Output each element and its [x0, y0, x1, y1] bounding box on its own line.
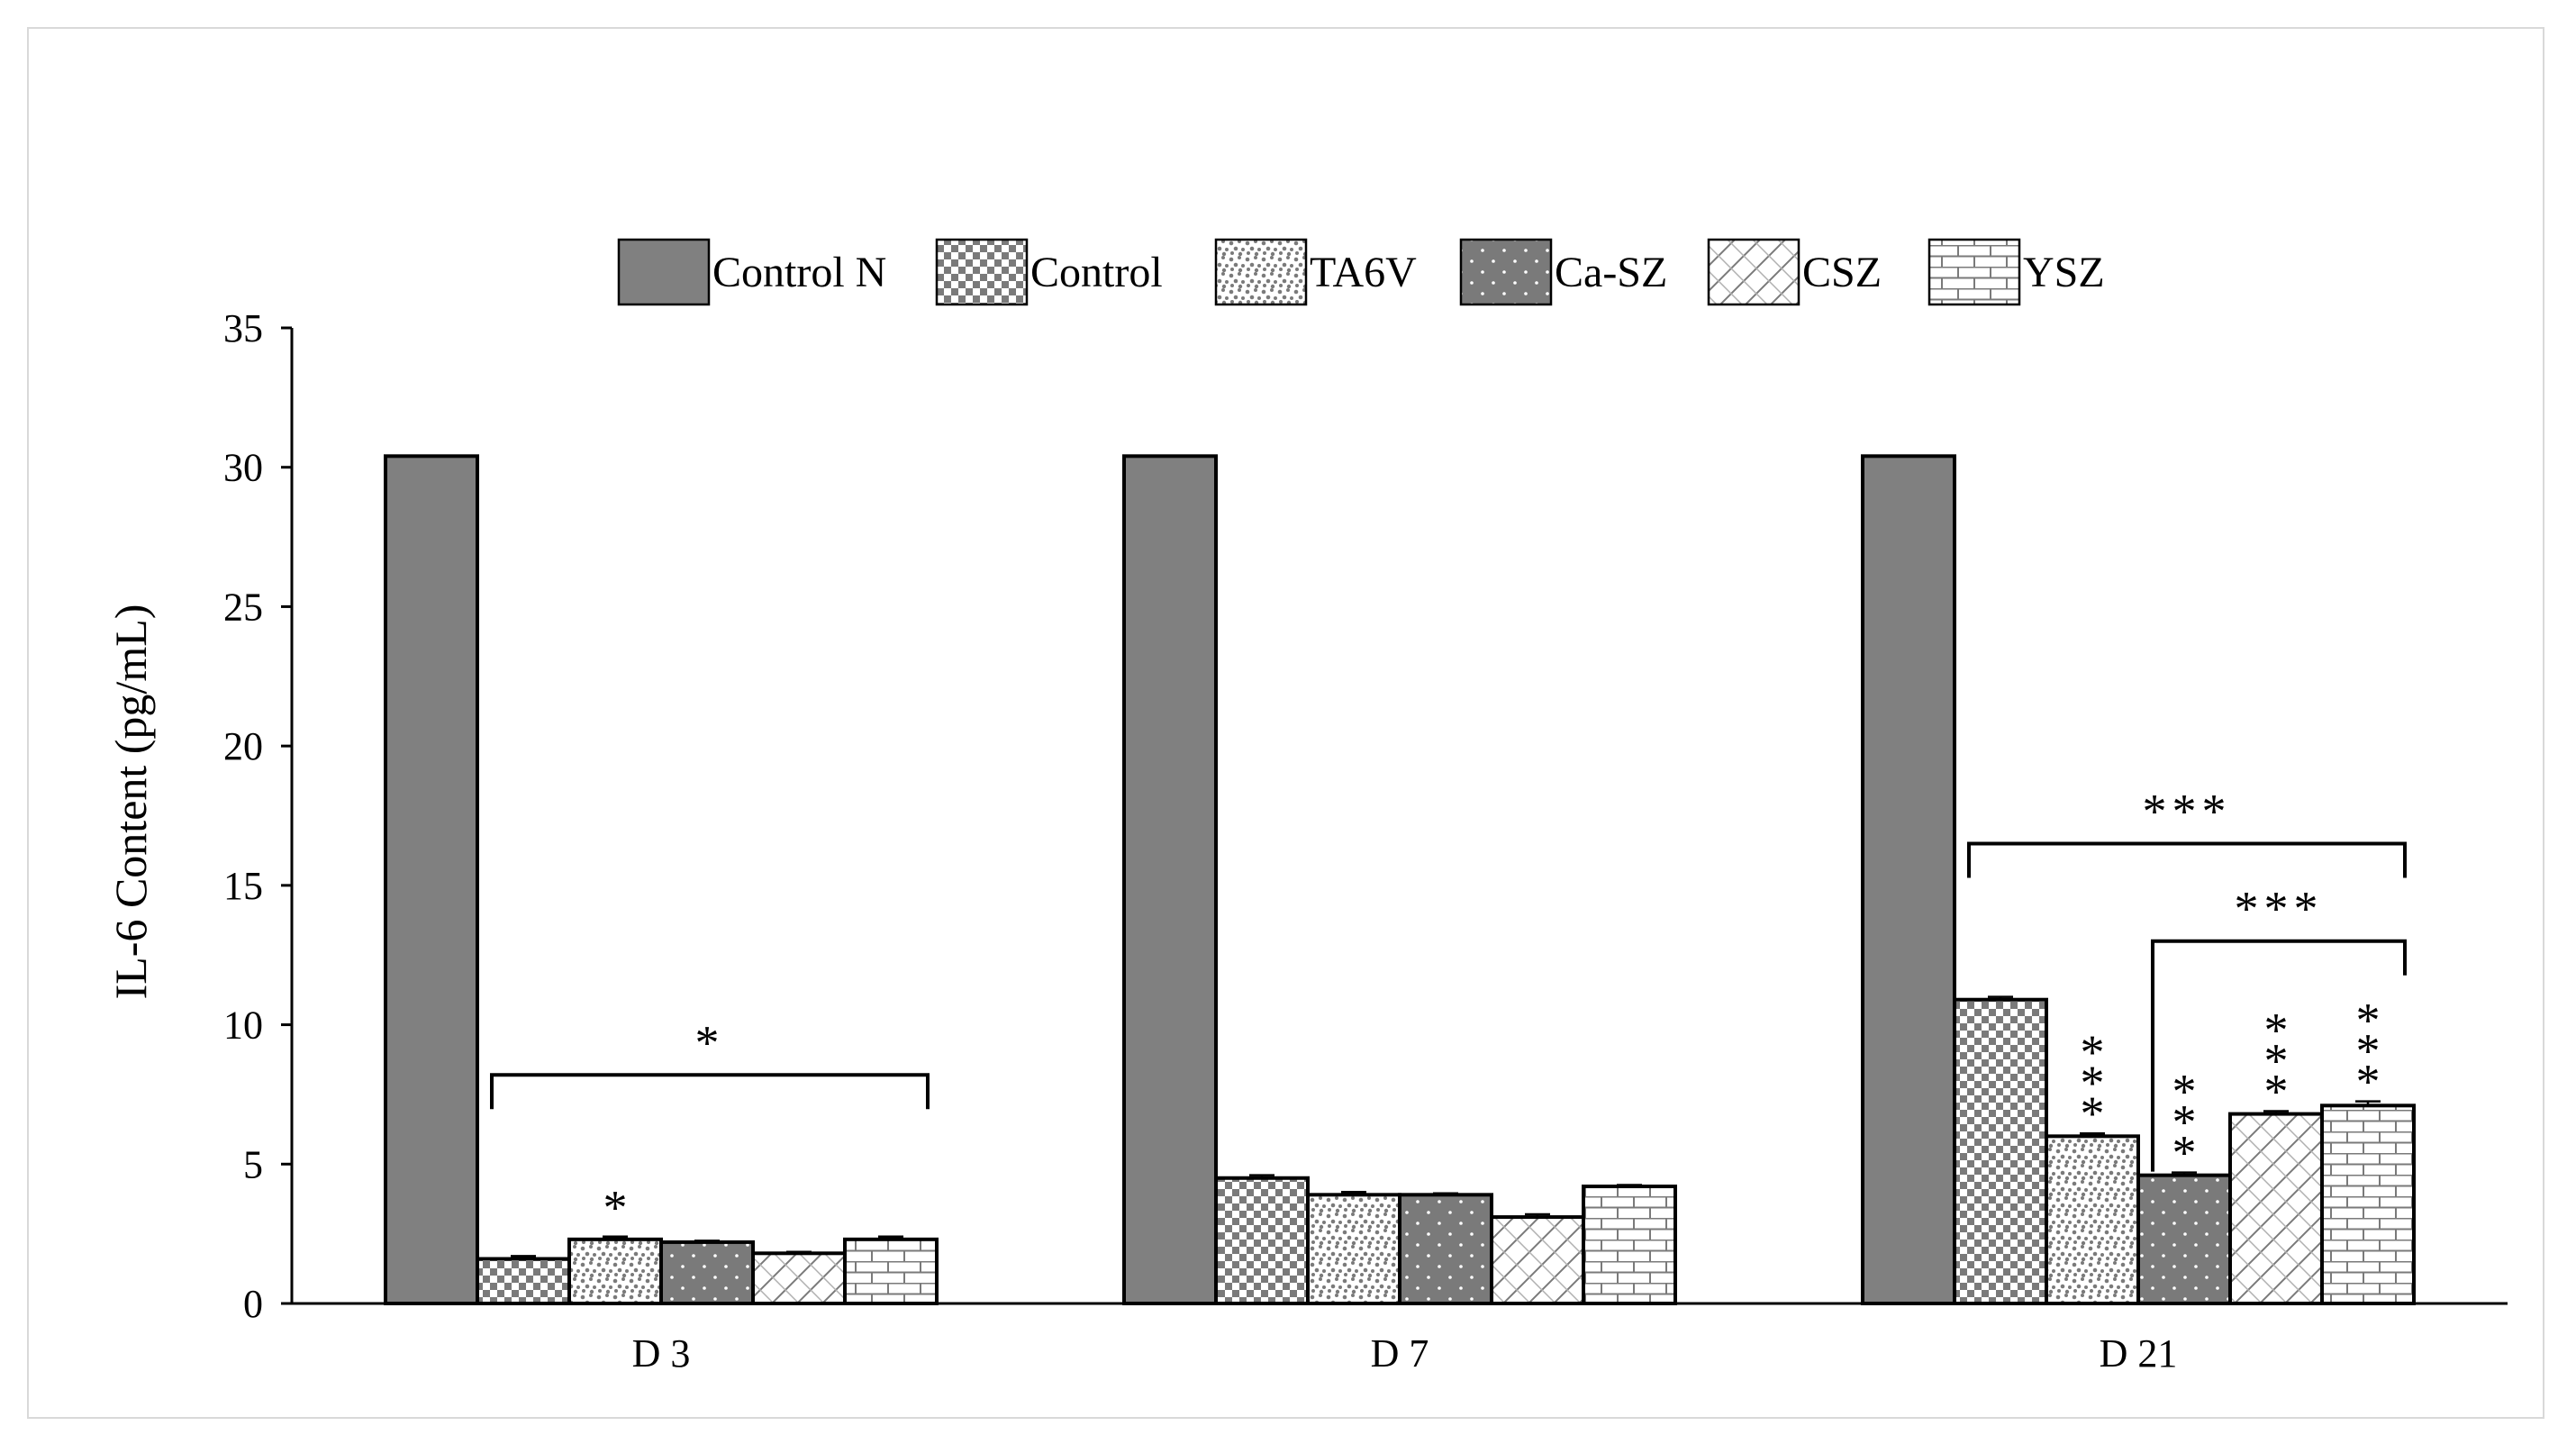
legend-label-ta6v: TA6V: [1310, 249, 1417, 296]
y-tick-label: 10: [223, 1004, 263, 1048]
il6-bar-chart: Control N Control TA6V Ca-SZ CSZ YSZ IL-6 Con…: [105, 238, 2508, 1376]
x-tick-label: D 7: [1371, 1331, 1429, 1376]
significance-star: *: [2264, 1064, 2289, 1118]
bars-group: [384, 454, 2416, 1306]
legend-swatch-ysz: [1927, 238, 2021, 306]
y-tick-label: 0: [243, 1282, 263, 1326]
legend-label-control: Control: [1030, 249, 1163, 296]
significance-star: *: [2172, 1095, 2197, 1149]
bar-ysz-d-3: [843, 1237, 939, 1305]
significance-star: *: [2356, 1055, 2381, 1109]
bar-ca-sz-d-7: [1398, 1193, 1493, 1306]
y-tick-label: 20: [223, 724, 263, 768]
bar-ta6v-d-7: [1306, 1193, 1401, 1306]
chart-frame: Control N Control TA6V Ca-SZ CSZ YSZ IL-6 Con…: [27, 27, 2544, 1419]
significance-bracket: [2151, 939, 2407, 1172]
annotations-group: ******* *************: [490, 784, 2407, 1235]
bar-ta6v-d-3: [567, 1237, 663, 1305]
significance-star: *: [2081, 1086, 2105, 1140]
significance-star: *: [2081, 1025, 2105, 1079]
y-tick-label: 5: [243, 1142, 263, 1186]
bar-ca-sz-d-21: [2136, 1173, 2232, 1305]
significance-star: *: [2356, 994, 2381, 1048]
x-tick-label: D 21: [2100, 1331, 2178, 1376]
bracket-star-label: *: [695, 1015, 725, 1069]
bracket-star-label: ***: [2143, 784, 2232, 838]
legend-label-ca-sz: Ca-SZ: [1555, 249, 1667, 296]
significance-star: *: [2081, 1056, 2105, 1110]
significance-star: *: [2172, 1126, 2197, 1180]
bar-csz-d-7: [1490, 1215, 1585, 1306]
legend: Control N Control TA6V Ca-SZ CSZ YSZ: [617, 238, 2105, 306]
significance-star: *: [603, 1181, 628, 1235]
y-axis-ticks: 0 5 10 15 20 25 30 35: [223, 306, 292, 1326]
significance-bracket: [490, 1073, 930, 1110]
legend-swatch-ta6v: [1214, 238, 1308, 306]
significance-star: *: [2264, 1003, 2289, 1057]
legend-label-control-n: Control N: [712, 249, 886, 296]
significance-star: *: [2356, 1024, 2381, 1078]
legend-label-ysz: YSZ: [2023, 249, 2105, 296]
legend-label-csz: CSZ: [1802, 249, 1882, 296]
bar-ysz-d-21: [2320, 1103, 2416, 1305]
legend-swatch-ca-sz: [1459, 238, 1553, 306]
y-tick-label: 15: [223, 864, 263, 908]
legend-swatch-csz: [1707, 238, 1800, 306]
bar-ca-sz-d-3: [659, 1240, 755, 1305]
bar-ta6v-d-21: [2045, 1134, 2140, 1306]
y-tick-label: 25: [223, 585, 263, 629]
bar-control-n-d-7: [1122, 454, 1218, 1305]
bar-control-d-3: [476, 1257, 571, 1306]
bracket-star-label: ***: [2235, 882, 2324, 936]
bar-ysz-d-7: [1582, 1185, 1677, 1306]
bar-control-n-d-3: [384, 454, 479, 1305]
significance-star: *: [2172, 1065, 2197, 1119]
x-tick-label: D 3: [632, 1331, 691, 1376]
y-tick-label: 35: [223, 306, 263, 350]
significance-bracket: [1967, 841, 2407, 878]
y-tick-label: 30: [223, 446, 263, 490]
bar-control-d-21: [1953, 997, 2048, 1306]
x-axis-ticks: D 3 D 7 D 21: [632, 1331, 2178, 1376]
bar-csz-d-3: [751, 1251, 847, 1305]
bar-csz-d-21: [2228, 1112, 2324, 1306]
legend-swatch-control: [935, 238, 1029, 306]
bar-control-d-7: [1214, 1176, 1310, 1306]
significance-star: *: [2264, 1033, 2289, 1087]
legend-swatch-control-n: [617, 238, 711, 306]
bar-control-n-d-21: [1861, 454, 1956, 1305]
y-axis-title: IL-6 Content (pg/mL): [105, 604, 156, 1000]
